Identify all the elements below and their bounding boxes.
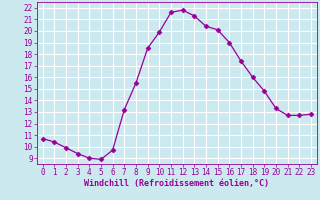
X-axis label: Windchill (Refroidissement éolien,°C): Windchill (Refroidissement éolien,°C) <box>84 179 269 188</box>
